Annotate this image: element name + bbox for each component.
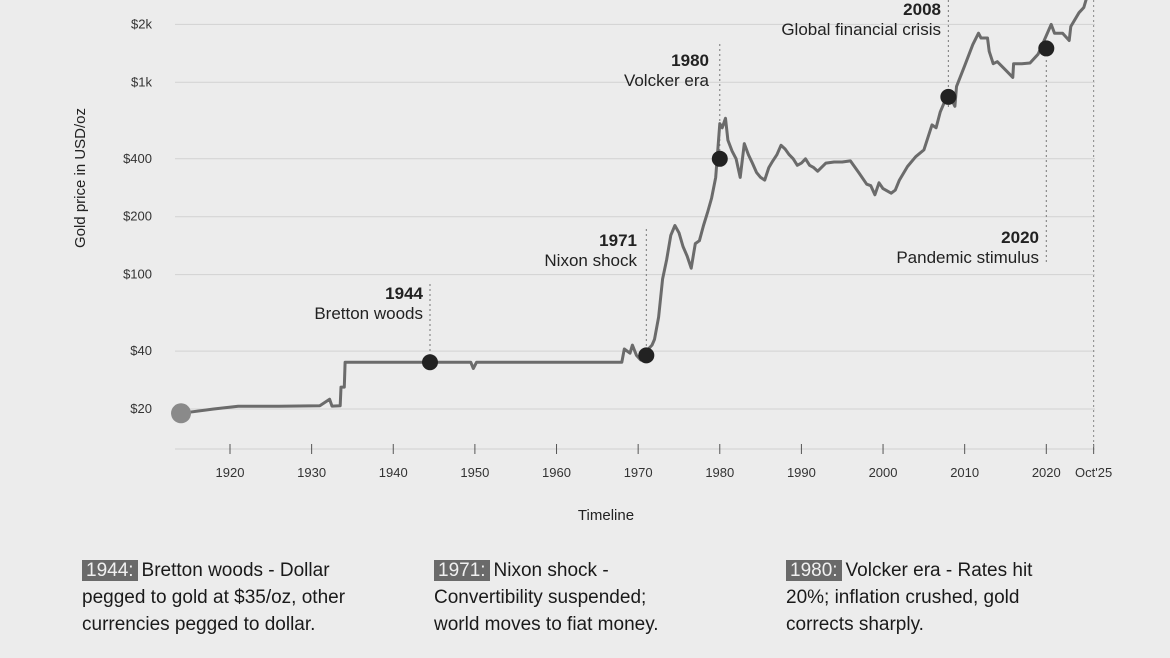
y-tick-label: $100 bbox=[123, 267, 152, 282]
y-tick-label: $1k bbox=[131, 74, 152, 89]
y-axis-title: Gold price in USD/oz bbox=[72, 108, 89, 248]
x-axis-title: Timeline bbox=[578, 507, 634, 524]
note-tag: 1980: bbox=[786, 560, 842, 581]
note-1971: 1971: Nixon shock - Convertibility suspen… bbox=[434, 557, 659, 638]
x-tick-label: Oct'25 bbox=[1075, 465, 1112, 480]
event-name-label: Volcker era bbox=[624, 71, 710, 90]
x-tick-label: 1980 bbox=[705, 465, 734, 480]
event-marker bbox=[1038, 40, 1055, 57]
event-name-label: Nixon shock bbox=[544, 251, 637, 270]
note-text: Convertibility suspended; bbox=[434, 587, 647, 608]
x-axis: 1920 1930 1940 1950 1960 1970 1980 1990 2000 2010… bbox=[175, 0, 1112, 480]
gold-price-chart: 1920 1930 1940 1950 1960 1970 1980 1990 2000 2010… bbox=[72, 0, 1112, 524]
note-tag: 1971: bbox=[434, 560, 490, 581]
event-year-label: 1980 bbox=[671, 51, 709, 70]
x-tick-label: 1930 bbox=[297, 465, 326, 480]
event-notes: 1944: Bretton woods - Dollar pegged to go… bbox=[0, 557, 1170, 657]
y-tick-label: $400 bbox=[123, 151, 152, 166]
gold-price-series bbox=[180, 0, 1088, 415]
event-year-label: 2020 bbox=[1001, 228, 1039, 247]
event-marker bbox=[638, 347, 655, 364]
note-tag: 1944: bbox=[82, 560, 138, 581]
series-start-marker bbox=[171, 403, 192, 424]
event-name-label: Bretton woods bbox=[314, 304, 423, 323]
x-tick-label: 2000 bbox=[869, 465, 898, 480]
x-tick-label: 2020 bbox=[1032, 465, 1061, 480]
note-text: corrects sharply. bbox=[786, 614, 924, 635]
grid-lines bbox=[175, 23, 1095, 410]
event-year-label: 1971 bbox=[599, 231, 637, 250]
x-tick-label: 1940 bbox=[379, 465, 408, 480]
event-marker bbox=[421, 354, 438, 371]
y-tick-label: $200 bbox=[123, 209, 152, 224]
x-tick-label: 2010 bbox=[950, 465, 979, 480]
note-text: Volcker era - Rates hit bbox=[845, 560, 1033, 581]
event-name-label: Global financial crisis bbox=[781, 20, 941, 39]
y-tick-label: $20 bbox=[130, 401, 152, 416]
event-marker bbox=[940, 88, 957, 105]
note-text: currencies pegged to dollar. bbox=[82, 614, 316, 635]
note-text: pegged to gold at $35/oz, other bbox=[82, 587, 346, 608]
y-axis: $20 $40 $100 $200 $400 $1k $2k bbox=[123, 16, 152, 416]
note-text: Bretton woods - Dollar bbox=[141, 560, 330, 581]
note-1980: 1980: Volcker era - Rates hit 20%; inflat… bbox=[786, 557, 1032, 638]
y-tick-label: $40 bbox=[130, 343, 152, 358]
note-text: 20%; inflation crushed, gold bbox=[786, 587, 1020, 608]
x-tick-label: 1970 bbox=[624, 465, 653, 480]
note-text: world moves to fiat money. bbox=[434, 614, 659, 635]
event-name-label: Pandemic stimulus bbox=[896, 248, 1039, 267]
x-tick-label: 1920 bbox=[216, 465, 245, 480]
note-1944: 1944: Bretton woods - Dollar pegged to go… bbox=[82, 557, 345, 638]
gold-price-line bbox=[171, 0, 1088, 424]
x-tick-label: 1960 bbox=[542, 465, 571, 480]
x-tick-label: 1950 bbox=[460, 465, 489, 480]
event-year-label: 2008 bbox=[903, 0, 941, 19]
event-year-label: 1944 bbox=[385, 284, 423, 303]
event-marker bbox=[711, 150, 728, 167]
y-tick-label: $2k bbox=[131, 16, 152, 31]
x-tick-label: 1990 bbox=[787, 465, 816, 480]
note-text: Nixon shock - bbox=[493, 560, 609, 581]
